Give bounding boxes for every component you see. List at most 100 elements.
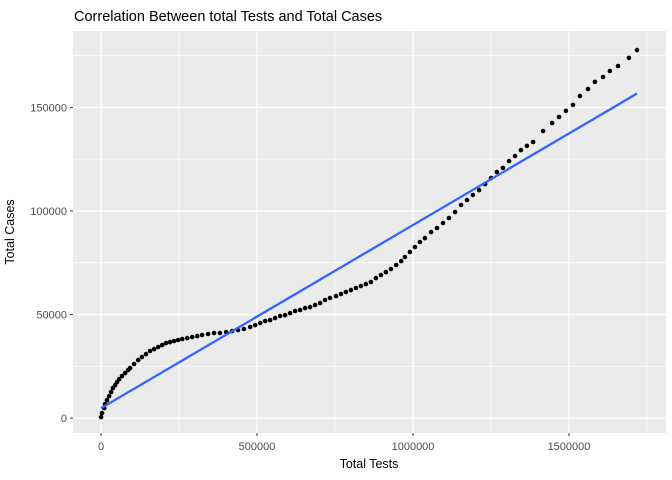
y-tick-label: 50000 xyxy=(36,310,67,322)
data-point xyxy=(626,55,632,61)
data-point xyxy=(122,370,128,376)
data-point xyxy=(358,283,364,289)
data-point xyxy=(634,47,640,53)
data-point xyxy=(524,143,530,149)
data-point xyxy=(338,291,344,297)
y-tick-label: 150000 xyxy=(30,102,67,114)
data-point xyxy=(585,86,591,92)
data-point xyxy=(184,335,190,341)
axis-ticks-layer xyxy=(70,106,570,436)
data-point xyxy=(127,365,133,371)
data-point xyxy=(333,293,339,299)
data-point xyxy=(307,304,313,310)
data-point xyxy=(317,300,323,306)
data-point xyxy=(563,108,569,114)
data-point xyxy=(104,397,110,403)
data-point xyxy=(147,348,153,354)
data-point xyxy=(267,317,273,323)
data-point xyxy=(159,342,165,348)
data-point xyxy=(428,229,434,235)
data-point xyxy=(135,357,141,363)
y-axis-title: Total Cases xyxy=(3,199,17,264)
data-point xyxy=(179,336,185,342)
data-point xyxy=(143,351,149,357)
data-point xyxy=(452,209,458,215)
data-point xyxy=(388,266,394,272)
regression-line xyxy=(100,92,638,410)
data-point xyxy=(393,262,399,268)
data-point xyxy=(458,202,464,208)
data-point xyxy=(383,269,389,275)
data-point xyxy=(412,244,418,250)
data-point xyxy=(175,337,181,343)
x-axis-title: Total Tests xyxy=(340,457,399,471)
data-point xyxy=(607,68,613,74)
data-point xyxy=(312,302,318,308)
x-tick-label: 1000000 xyxy=(392,441,435,453)
data-point xyxy=(167,339,173,345)
data-point xyxy=(194,333,200,339)
data-point xyxy=(476,187,482,193)
data-point xyxy=(446,215,452,221)
data-point xyxy=(163,340,169,346)
data-point xyxy=(302,305,308,311)
data-point xyxy=(322,297,328,303)
data-point xyxy=(108,389,114,395)
data-point xyxy=(272,315,278,321)
data-point xyxy=(262,318,268,324)
data-point xyxy=(422,235,428,241)
data-point xyxy=(540,128,546,134)
data-point xyxy=(171,338,177,344)
data-point xyxy=(353,285,359,291)
data-point xyxy=(378,272,384,278)
data-point xyxy=(131,361,137,367)
y-tick-label: 0 xyxy=(61,413,67,425)
data-point xyxy=(494,169,500,175)
data-point xyxy=(600,74,606,80)
data-point xyxy=(106,393,112,399)
data-point xyxy=(417,239,423,245)
data-point xyxy=(241,326,247,332)
data-point xyxy=(615,63,621,69)
data-point xyxy=(500,165,506,171)
x-tick-label: 500000 xyxy=(239,441,276,453)
data-point xyxy=(556,114,562,120)
data-point xyxy=(252,322,258,328)
data-point xyxy=(199,332,205,338)
data-point xyxy=(343,289,349,295)
data-point xyxy=(155,344,161,350)
data-point xyxy=(518,147,524,153)
data-point xyxy=(205,331,211,337)
data-point xyxy=(292,308,298,314)
data-point xyxy=(440,220,446,226)
data-point xyxy=(530,139,536,145)
data-point xyxy=(257,320,263,326)
data-point xyxy=(570,102,576,108)
data-point xyxy=(287,310,293,316)
data-point xyxy=(464,197,470,203)
regression-line-layer xyxy=(100,92,638,410)
data-point xyxy=(151,346,157,352)
data-point xyxy=(217,330,223,336)
data-point xyxy=(139,354,145,360)
data-point xyxy=(277,313,283,319)
x-tick-label: 1500000 xyxy=(548,441,591,453)
data-point xyxy=(189,334,195,340)
data-point xyxy=(373,275,379,281)
data-point xyxy=(470,192,476,198)
data-point xyxy=(98,414,104,420)
data-point xyxy=(398,258,404,264)
data-point xyxy=(116,376,122,382)
grid-layer xyxy=(73,31,666,433)
data-point xyxy=(247,324,253,330)
data-point xyxy=(549,120,555,126)
data-point xyxy=(297,307,303,313)
data-point xyxy=(282,312,288,318)
data-point xyxy=(327,295,333,301)
data-point xyxy=(348,287,354,293)
data-point xyxy=(577,93,583,99)
data-point xyxy=(99,410,105,416)
y-tick-label: 100000 xyxy=(30,206,67,218)
